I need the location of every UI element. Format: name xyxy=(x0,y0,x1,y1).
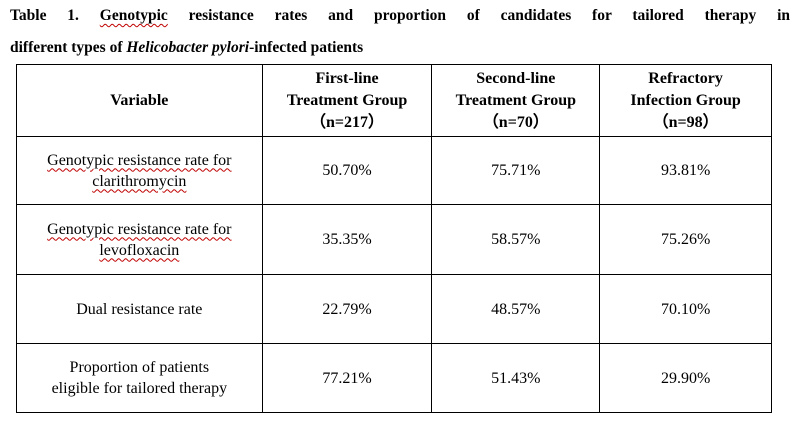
cell-first-line: 35.35% xyxy=(261,204,433,275)
cell-first-line: 50.70% xyxy=(261,136,433,205)
cell-second-line: 75.71% xyxy=(431,136,601,205)
caption-label: Table 1. xyxy=(10,7,79,24)
row-label: Dual resistance rate xyxy=(16,274,263,344)
header-variable: Variable xyxy=(16,64,263,137)
row-label: Genotypic resistance rate for levofloxaci… xyxy=(16,204,263,275)
caption-line-2: different types of Helicobacter pylori-i… xyxy=(10,32,790,64)
caption-text-1: resistance rates and proportion of candi… xyxy=(188,7,791,24)
table-row: Proportion of patients eligible for tailo… xyxy=(16,343,772,413)
table-caption: Table 1. Genotypic resistance rates and … xyxy=(10,0,790,64)
table-row: Genotypic resistance rate for clarithromy… xyxy=(16,136,772,205)
row-label: Proportion of patients eligible for tailo… xyxy=(16,343,263,413)
caption-text-3: -infected patients xyxy=(249,39,364,56)
caption-species: Helicobacter pylori xyxy=(126,39,250,56)
table-row: Dual resistance rate 22.79% 48.57% 70.10… xyxy=(16,274,772,344)
caption-text-2: different types of xyxy=(10,39,123,56)
cell-second-line: 58.57% xyxy=(431,204,601,275)
cell-refractory: 93.81% xyxy=(599,136,772,205)
cell-refractory: 29.90% xyxy=(599,343,772,413)
cell-refractory: 70.10% xyxy=(599,274,772,344)
cell-second-line: 48.57% xyxy=(431,274,601,344)
cell-first-line: 22.79% xyxy=(261,274,433,344)
caption-word-genotypic: Genotypic xyxy=(99,7,168,24)
header-first-line: First-line Treatment Group （n=217） xyxy=(261,64,433,137)
table-header-row: Variable First-line Treatment Group （n=217… xyxy=(16,64,772,137)
table-row: Genotypic resistance rate for levofloxaci… xyxy=(16,204,772,275)
caption-line-1: Table 1. Genotypic resistance rates and … xyxy=(10,0,790,32)
cell-second-line: 51.43% xyxy=(431,343,601,413)
header-second-line: Second-line Treatment Group （n=70） xyxy=(431,64,601,137)
resistance-table: Variable First-line Treatment Group （n=217… xyxy=(16,64,772,413)
header-refractory: Refractory Infection Group （n=98） xyxy=(599,64,772,137)
cell-first-line: 77.21% xyxy=(261,343,433,413)
row-label: Genotypic resistance rate for clarithromy… xyxy=(16,136,263,205)
cell-refractory: 75.26% xyxy=(599,204,772,275)
